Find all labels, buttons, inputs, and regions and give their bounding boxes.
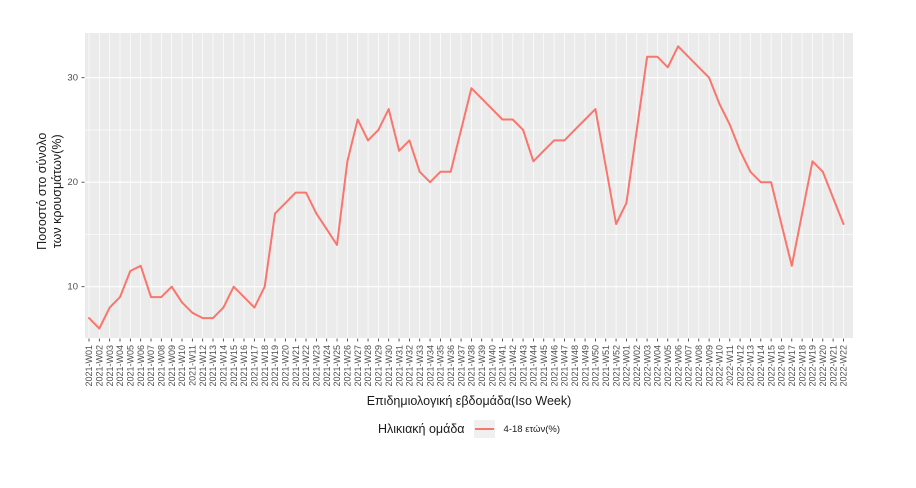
x-tick-label: 2021-W19 (270, 345, 280, 387)
x-tick-label: 2022-W12 (735, 345, 745, 387)
x-tick-label: 2022-W03 (642, 345, 652, 387)
x-tick-label: 2022-W10 (715, 345, 725, 387)
x-tick-label: 2022-W09 (704, 345, 714, 387)
x-tick-label: 2021-W25 (332, 345, 342, 387)
x-tick-label: 2021-W27 (353, 345, 363, 387)
x-tick-label: 2021-W20 (281, 345, 291, 387)
x-tick-label: 2021-W06 (136, 345, 146, 387)
x-tick-label: 2021-W37 (456, 345, 466, 387)
x-tick-label: 2021-W35 (436, 345, 446, 387)
x-tick-label: 2021-W44 (529, 345, 539, 387)
x-tick-label: 2021-W41 (498, 345, 508, 387)
x-tick-label: 2021-W48 (570, 345, 580, 387)
x-tick-label: 2021-W52 (611, 345, 621, 387)
line-chart-canvas: 2021-W01 2021-W02 2021-W03 2021-W04 2021-W05… (67, 33, 853, 387)
x-tick-label: 2021-W45 (539, 345, 549, 387)
x-tick-label: 2021-W31 (394, 345, 404, 387)
x-tick-label: 2022-W01 (622, 345, 632, 387)
x-tick-label: 2022-W07 (684, 345, 694, 387)
x-tick-label: 2021-W50 (591, 345, 601, 387)
x-tick-label: 2021-W34 (425, 345, 435, 387)
x-tick-label: 2021-W03 (105, 345, 115, 387)
x-tick-label: 2022-W15 (766, 345, 776, 387)
legend-title: Ηλικιακή ομάδα (377, 422, 465, 436)
x-tick-label: 2022-W11 (725, 345, 735, 386)
x-tick-label: 2022-W08 (694, 345, 704, 387)
legend-key (473, 420, 495, 438)
x-tick-label: 2021-W10 (177, 345, 187, 387)
x-tick-marks (88, 338, 844, 342)
x-tick-label: 2021-W49 (580, 345, 590, 387)
data-line-4-18 (88, 45, 845, 330)
legend-key-line-icon (474, 427, 494, 431)
x-axis-title: Επιδημιολογική εβδομάδα(Iso Week) (366, 394, 572, 408)
x-tick-label: 2021-W01 (84, 345, 94, 387)
major-gridlines (85, 77, 853, 288)
x-tick-label: 2022-W21 (828, 345, 838, 387)
x-tick-label: 2022-W04 (653, 345, 663, 387)
legend-series-label: 4-18 ετών(%) (503, 423, 560, 435)
minor-gridlines (85, 129, 853, 235)
x-tick-label: 2021-W07 (146, 345, 156, 387)
y-axis-title-line1: Ποσοστό στο σύνολο (34, 132, 49, 250)
x-tick-label: 2021-W21 (291, 345, 301, 387)
y-tick-labels: 10 20 30 (67, 73, 78, 293)
x-tick-label: 2021-W26 (343, 345, 353, 387)
x-tick-label: 2022-W05 (663, 345, 673, 387)
x-tick-label: 2021-W28 (363, 345, 373, 387)
y-axis-title-line2: των κρουσμάτων(%) (50, 134, 64, 249)
x-tick-label: 2021-W08 (157, 345, 167, 387)
x-tick-label: 2022-W06 (673, 345, 683, 387)
y-tick-label: 30 (67, 73, 78, 84)
x-tick-label: 2021-W05 (126, 345, 136, 387)
x-tick-label: 2021-W13 (208, 345, 218, 387)
x-tick-label: 2021-W40 (487, 345, 497, 387)
x-tick-label: 2022-W14 (756, 345, 766, 387)
x-tick-label: 2021-W12 (198, 345, 208, 387)
x-tick-label: 2021-W33 (415, 345, 425, 387)
x-tick-label: 2021-W14 (219, 345, 229, 387)
x-tick-label: 2021-W29 (374, 345, 384, 387)
x-tick-label: 2022-W22 (839, 345, 849, 387)
x-tick-label: 2021-W43 (518, 345, 528, 387)
x-tick-label: 2021-W32 (405, 345, 415, 387)
y-tick-label: 10 (67, 282, 78, 293)
x-tick-label: 2021-W23 (312, 345, 322, 387)
legend: Ηλικιακή ομάδα 4-18 ετών(%) (85, 420, 853, 438)
x-tick-label: 2022-W18 (797, 345, 807, 387)
x-tick-label: 2021-W17 (250, 345, 260, 387)
x-tick-label: 2021-W51 (601, 345, 611, 387)
x-tick-label: 2022-W17 (787, 345, 797, 387)
x-tick-label: 2021-W11 (188, 345, 198, 386)
x-tick-label: 2022-W13 (746, 345, 756, 387)
x-tick-label: 2022-W20 (818, 345, 828, 387)
x-tick-label: 2021-W15 (229, 345, 239, 387)
y-tick-label: 20 (67, 177, 78, 188)
x-tick-label: 2021-W47 (560, 345, 570, 387)
x-tick-label: 2021-W22 (301, 345, 311, 387)
plot-panel (85, 33, 853, 338)
x-tick-label: 2021-W04 (115, 345, 125, 387)
x-tick-label: 2021-W38 (467, 345, 477, 387)
x-tick-label: 2022-W16 (777, 345, 787, 387)
x-tick-label: 2021-W46 (549, 345, 559, 387)
x-tick-label: 2021-W09 (167, 345, 177, 387)
x-tick-label: 2021-W18 (260, 345, 270, 387)
x-tick-label: 2022-W19 (808, 345, 818, 387)
x-tick-label: 2021-W42 (508, 345, 518, 387)
x-tick-label: 2021-W02 (95, 345, 105, 387)
x-tick-label: 2021-W30 (384, 345, 394, 387)
y-axis-title: Ποσοστό στο σύνολο των κρουσμάτων(%) (35, 93, 66, 289)
y-tick-marks (81, 77, 85, 288)
x-tick-labels: 2021-W01 2021-W02 2021-W03 2021-W04 2021-W05… (84, 345, 848, 387)
x-tick-label: 2021-W24 (322, 345, 332, 387)
x-tick-label: 2021-W39 (477, 345, 487, 387)
x-tick-label: 2021-W16 (239, 345, 249, 387)
x-tick-label: 2021-W36 (446, 345, 456, 387)
x-tick-label: 2022-W02 (632, 345, 642, 387)
